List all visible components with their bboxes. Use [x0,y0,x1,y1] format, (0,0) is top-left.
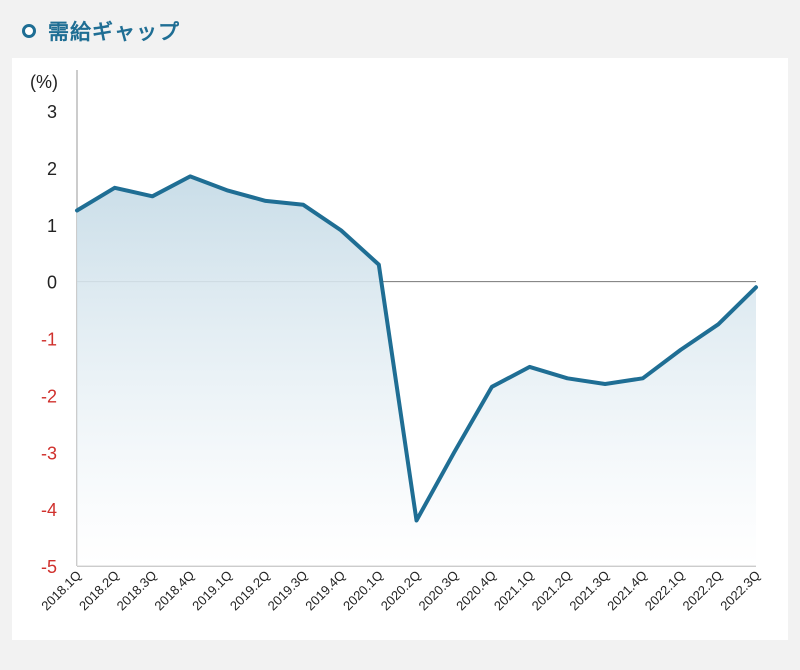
y-tick-label: -4 [41,500,57,520]
y-tick-label: -5 [41,557,57,577]
y-tick-label: 2 [47,159,57,179]
x-tick-label: 2020.4Q [453,568,499,614]
x-tick-label: 2021.3Q [566,568,612,614]
y-tick-label: -3 [41,443,57,463]
x-tick-label: 2018.4Q [151,568,197,614]
x-tick-label: 2021.4Q [604,568,650,614]
x-tick-label: 2021.1Q [491,568,537,614]
area-fill [77,176,756,566]
chart-title: 需給ギャップ [48,21,180,44]
chart-header: 需給ギャップ [22,14,180,48]
x-tick-label: 2022.1Q [642,568,688,614]
y-tick-label: -1 [41,330,57,350]
bullet-icon [22,24,36,38]
y-axis-label: (%) [30,72,58,92]
x-tick-label: 2022.3Q [717,568,763,614]
y-tick-label: -2 [41,386,57,406]
chart-panel: (%) 3 2 1 0 -1 -2 -3 -4 -5 2018.1Q 2018.2Q 2018.3Q… [12,58,788,640]
y-tick-label: 0 [47,273,57,293]
x-tick-label: 2020.3Q [415,568,461,614]
series-line [75,174,758,523]
x-tick-label: 2020.2Q [378,568,424,614]
x-tick-label: 2019.3Q [265,568,311,614]
x-tick-label: 2019.4Q [302,568,348,614]
x-tick-label: 2020.1Q [340,568,386,614]
x-tick-label: 2019.2Q [227,568,273,614]
x-tick-label: 2018.3Q [114,568,160,614]
x-tick-label: 2019.1Q [189,568,235,614]
x-tick-label: 2021.2Q [529,568,575,614]
x-tick-label: 2018.2Q [76,568,122,614]
y-tick-label: 3 [47,102,57,122]
x-tick-label: 2022.2Q [680,568,726,614]
y-tick-label: 1 [47,216,57,236]
